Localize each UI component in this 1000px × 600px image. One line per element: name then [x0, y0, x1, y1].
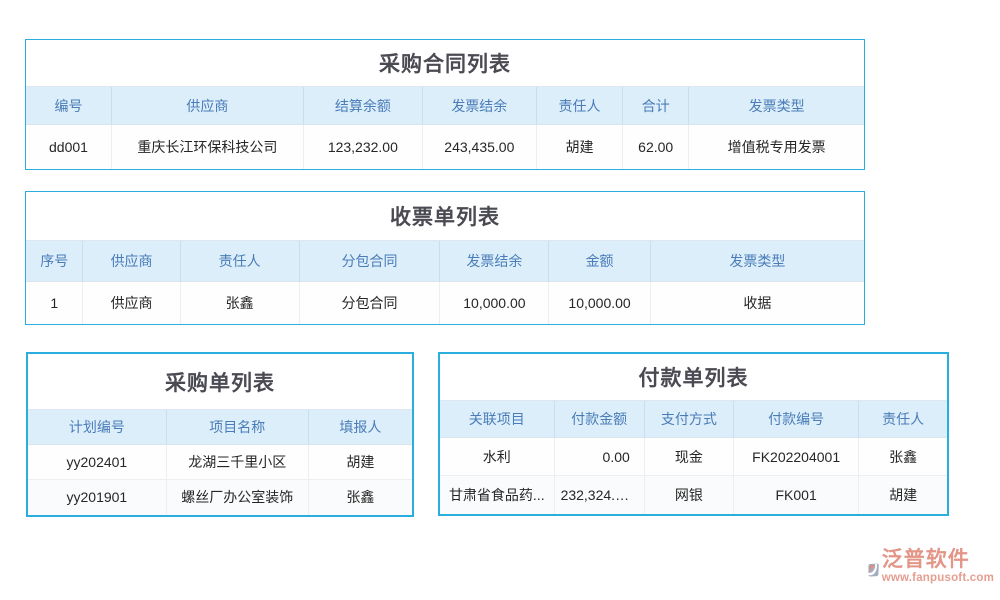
table-cell: 张鑫: [308, 479, 412, 515]
table-title: 采购单列表: [28, 354, 412, 410]
column-header-5: 金额: [548, 241, 651, 282]
table-cell: 1: [26, 281, 84, 324]
fanpusoft-logo[interactable]: 泛普软件 www.fanpusoft.com: [866, 549, 994, 595]
table-cell: 增值税专用发票: [688, 124, 864, 169]
column-header-2: 填报人: [308, 410, 412, 445]
table-cell: 供应商: [82, 281, 181, 324]
logo-name: 泛普软件: [881, 548, 970, 571]
table-cell: 123,232.00: [303, 124, 423, 169]
column-header-1: 付款金额: [554, 401, 645, 438]
column-header-4: 发票结余: [439, 241, 550, 282]
column-header-2: 责任人: [180, 241, 300, 282]
column-header-3: 付款编号: [733, 401, 860, 438]
table-cell: 232,324.00: [554, 475, 645, 514]
payment-table: 关联项目 付款金额 支付方式 付款编号 责任人 水利 0.00 现金 FK202204001 张鑫…: [440, 401, 947, 514]
purchase-contract-table: 编号 供应商 结算余额 发票结余 责任人 合计 发票类型 dd001 重庆长江环保科技公司 123…: [26, 87, 864, 169]
column-header-5: 合计: [622, 87, 690, 125]
column-header-0: 序号: [26, 241, 84, 282]
table-cell: 重庆长江环保科技公司: [111, 124, 304, 169]
table-row[interactable]: 1 供应商 张鑫 分包合同 10,000.00 10,000.00 收据: [26, 281, 864, 324]
column-header-6: 发票类型: [688, 87, 864, 125]
column-header-2: 支付方式: [644, 401, 735, 438]
column-header-6: 发票类型: [650, 241, 864, 282]
logo-text: 泛普软件 www.fanpusoft.com: [882, 549, 994, 585]
table-cell: 螺丝厂办公室装饰: [166, 479, 309, 515]
table-cell: 收据: [650, 281, 864, 324]
column-header-1: 供应商: [82, 241, 181, 282]
table-cell: 张鑫: [180, 281, 300, 324]
column-header-3: 发票结余: [422, 87, 537, 125]
table-cell: 张鑫: [858, 437, 947, 476]
table-cell: 胡建: [308, 444, 412, 480]
column-header-1: 项目名称: [166, 410, 309, 445]
table-cell: 水利: [440, 437, 555, 476]
table-cell: 243,435.00: [422, 124, 537, 169]
table-cell: dd001: [26, 124, 112, 169]
table-cell: 0.00: [554, 437, 645, 476]
column-header-2: 结算余额: [303, 87, 423, 125]
table-cell: 62.00: [622, 124, 690, 169]
table-cell: 龙湖三千里小区: [166, 444, 309, 480]
receipt-table: 序号 供应商 责任人 分包合同 发票结余 金额 发票类型 1 供应商 张鑫 分包合同 10,000.0…: [26, 241, 864, 324]
fanpu-leaf-icon: [867, 563, 879, 577]
table-cell: FK001: [733, 475, 860, 514]
table-row[interactable]: 水利 0.00 现金 FK202204001 张鑫: [440, 437, 947, 476]
table-cell: 胡建: [858, 475, 947, 514]
table-cell: 胡建: [536, 124, 624, 169]
table-title: 付款单列表: [440, 354, 947, 401]
column-header-4: 责任人: [858, 401, 947, 438]
purchase-contract-list-card: 采购合同列表 编号 供应商 结算余额 发票结余 责任人 合计 发票类型 dd001 重庆长江环保…: [25, 39, 865, 170]
table-cell: 网银: [644, 475, 735, 514]
column-header-0: 编号: [26, 87, 112, 125]
payment-list-card: 付款单列表 关联项目 付款金额 支付方式 付款编号 责任人 水利 0.00 现金 FK20220…: [438, 352, 949, 516]
table-row[interactable]: yy202401 龙湖三千里小区 胡建: [28, 444, 412, 480]
table-title: 收票单列表: [26, 192, 864, 241]
column-header-4: 责任人: [536, 87, 624, 125]
receipt-list-card: 收票单列表 序号 供应商 责任人 分包合同 发票结余 金额 发票类型 1 供应商 张鑫 分包合同 10…: [25, 191, 865, 325]
table-row[interactable]: 甘肃省食品药... 232,324.00 网银 FK001 胡建: [440, 475, 947, 514]
table-cell: FK202204001: [733, 437, 860, 476]
table-cell: yy201901: [28, 479, 167, 515]
table-cell: 10,000.00: [548, 281, 651, 324]
table-cell: 甘肃省食品药...: [440, 475, 555, 514]
purchase-order-list-card: 采购单列表 计划编号 项目名称 填报人 yy202401 龙湖三千里小区 胡建 yy2019…: [26, 352, 414, 517]
column-header-3: 分包合同: [299, 241, 441, 282]
table-cell: yy202401: [28, 444, 167, 480]
purchase-order-table: 计划编号 项目名称 填报人 yy202401 龙湖三千里小区 胡建 yy201901 螺丝厂办…: [28, 410, 412, 515]
column-header-0: 计划编号: [28, 410, 167, 445]
column-header-1: 供应商: [111, 87, 304, 125]
table-row[interactable]: yy201901 螺丝厂办公室装饰 张鑫: [28, 479, 412, 515]
table-row[interactable]: dd001 重庆长江环保科技公司 123,232.00 243,435.00 胡建 62.…: [26, 124, 864, 169]
table-cell: 分包合同: [299, 281, 441, 324]
table-cell: 10,000.00: [439, 281, 550, 324]
table-title: 采购合同列表: [26, 40, 864, 87]
logo-url[interactable]: www.fanpusoft.com: [881, 572, 994, 584]
column-header-0: 关联项目: [440, 401, 555, 438]
table-cell: 现金: [644, 437, 735, 476]
